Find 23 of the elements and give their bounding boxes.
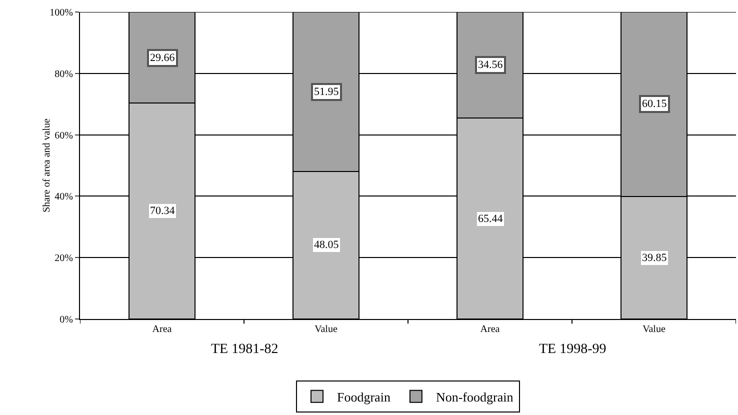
y-tick-label: 100% [50, 8, 73, 18]
y-tick-label: 40% [54, 192, 73, 203]
x-tick-label: Area [152, 324, 172, 335]
text: TE 1998-99 [539, 342, 606, 357]
data-label: 51.95 [314, 86, 340, 98]
data-label: 29.66 [150, 52, 176, 64]
y-tick-label: 80% [54, 68, 73, 80]
data-label: 60.15 [642, 98, 668, 110]
y-tick-label: 20% [54, 253, 73, 264]
y-axis-title: Share of area and value [42, 118, 53, 212]
x-tick-label: Value [642, 324, 666, 335]
data-label: 39.85 [642, 252, 668, 264]
data-label: 34.56 [478, 59, 504, 71]
data-label: 65.44 [478, 213, 504, 225]
x-tick-label: Area [480, 324, 500, 335]
legend-label: Foodgrain [337, 389, 391, 404]
y-tick-label: 0% [60, 314, 73, 326]
legend-label: Non-foodgrain [436, 389, 514, 404]
x-tick-label: Value [314, 324, 338, 335]
y-tick-label: 60% [54, 130, 73, 142]
text: TE 1981-82 [211, 342, 278, 357]
data-label: 48.05 [314, 239, 340, 251]
data-label: 70.34 [150, 205, 176, 217]
